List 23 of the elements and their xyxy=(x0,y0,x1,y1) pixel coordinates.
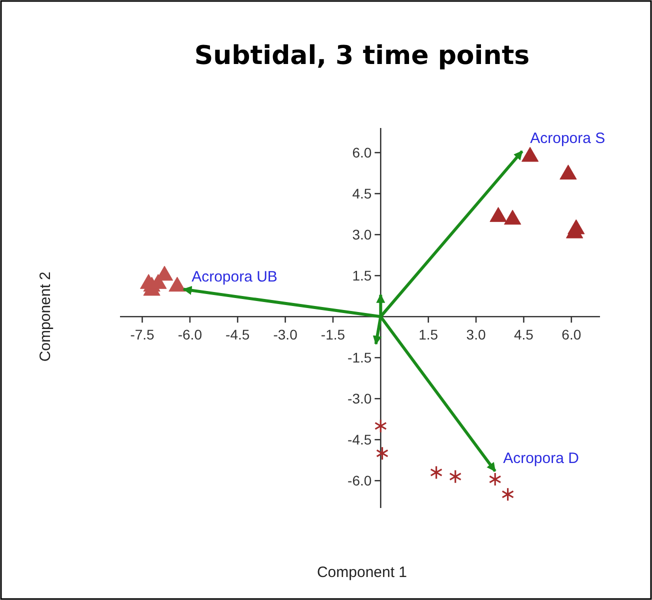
x-axis-title: Component 1 xyxy=(316,564,408,581)
x-tick-label: -4.5 xyxy=(226,326,250,343)
y-axis-title: Component 2 xyxy=(37,272,54,362)
y-tick-label: 4.5 xyxy=(352,186,372,202)
y-tick-label: -6.0 xyxy=(348,472,372,489)
x-tick-label: 6.0 xyxy=(562,326,582,343)
y-tick-label: 3.0 xyxy=(352,226,372,243)
x-tick-label: -3.0 xyxy=(273,326,298,343)
x-tick-label: 4.5 xyxy=(514,326,534,343)
annotation: Acropora D xyxy=(503,450,580,468)
x-tick-label: -7.5 xyxy=(130,326,155,343)
x-tick-label: -1.5 xyxy=(320,326,346,343)
x-tick-label: -6.0 xyxy=(178,326,202,343)
x-tick-label: 3.0 xyxy=(466,326,486,343)
y-tick-label: -4.5 xyxy=(348,432,372,448)
y-tick-label: 6.0 xyxy=(352,144,372,161)
annotation: Acropora UB xyxy=(192,268,278,286)
y-tick-label: -1.5 xyxy=(348,350,372,366)
chart-title: Subtidal, 3 time points xyxy=(194,41,530,71)
y-tick-label: -3.0 xyxy=(348,390,372,407)
annotation: Acropora S xyxy=(530,130,606,148)
y-tick-label: 1.5 xyxy=(352,268,372,284)
x-tick-label: 1.5 xyxy=(418,326,438,343)
